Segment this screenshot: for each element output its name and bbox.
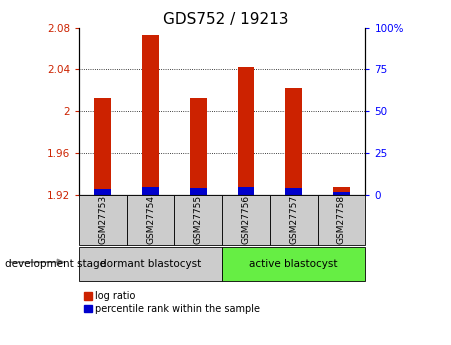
Bar <box>238 67 254 195</box>
Bar <box>270 195 318 245</box>
Bar <box>222 247 365 281</box>
Text: development stage: development stage <box>5 259 106 269</box>
Bar <box>79 247 222 281</box>
Text: GSM27753: GSM27753 <box>98 195 107 245</box>
Bar <box>238 187 254 195</box>
Bar <box>94 98 111 195</box>
Bar <box>142 35 159 195</box>
Bar <box>142 187 159 195</box>
Text: GDS752 / 19213: GDS752 / 19213 <box>163 12 288 27</box>
Text: GSM27758: GSM27758 <box>337 195 346 245</box>
Bar <box>79 195 127 245</box>
Bar <box>285 88 302 195</box>
Bar <box>318 195 365 245</box>
Bar <box>190 98 207 195</box>
Bar <box>285 188 302 195</box>
Text: active blastocyst: active blastocyst <box>249 259 338 269</box>
Text: GSM27757: GSM27757 <box>289 195 298 245</box>
Bar <box>333 187 350 195</box>
Text: GSM27756: GSM27756 <box>241 195 250 245</box>
Bar <box>175 195 222 245</box>
Bar <box>222 195 270 245</box>
Bar <box>94 189 111 195</box>
Legend: log ratio, percentile rank within the sample: log ratio, percentile rank within the sa… <box>84 291 261 314</box>
Text: GSM27754: GSM27754 <box>146 195 155 245</box>
Bar <box>190 188 207 195</box>
Bar <box>333 193 350 195</box>
Text: dormant blastocyst: dormant blastocyst <box>100 259 201 269</box>
Bar <box>127 195 175 245</box>
Text: GSM27755: GSM27755 <box>194 195 203 245</box>
